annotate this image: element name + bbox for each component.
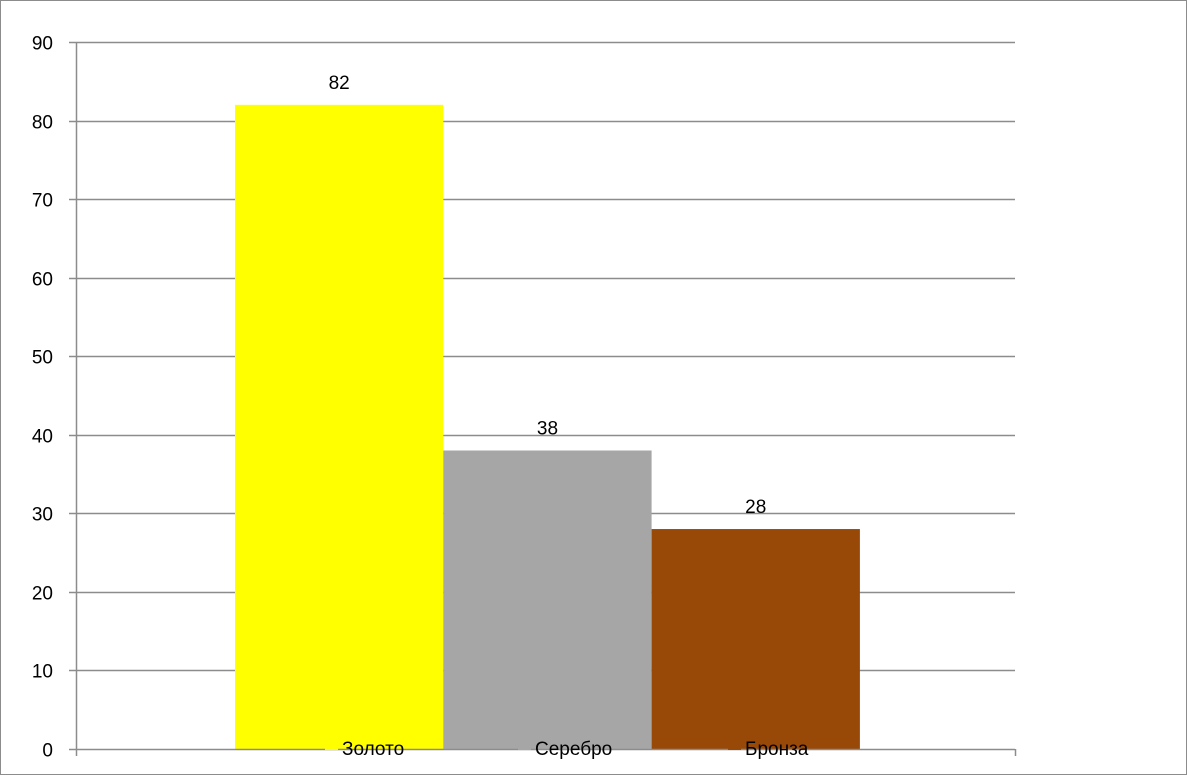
legend-swatch xyxy=(325,737,338,750)
legend-label: Бронза xyxy=(745,739,809,760)
bar-1 xyxy=(235,104,444,750)
legend-label: Серебро xyxy=(535,739,612,760)
y-tick-label: 20 xyxy=(32,584,53,605)
bar-2 xyxy=(443,450,652,749)
data-label: 38 xyxy=(537,418,558,439)
y-tick-label: 0 xyxy=(42,741,53,762)
bars xyxy=(235,104,860,750)
legend-item: Золото xyxy=(325,737,404,760)
gridlines xyxy=(76,41,1015,672)
legend-label: Золото xyxy=(342,739,404,760)
y-tick-label: 50 xyxy=(32,348,53,369)
y-tick-label: 40 xyxy=(32,427,53,448)
y-tick-label: 10 xyxy=(32,662,53,683)
legend-item: Бронза xyxy=(728,737,809,760)
data-labels: 82 38 28 xyxy=(329,73,767,518)
y-tick-label: 60 xyxy=(32,270,53,291)
data-label: 82 xyxy=(329,73,350,94)
y-tick-label: 70 xyxy=(32,191,53,212)
y-tick-labels: 0 10 20 30 40 50 60 70 80 90 xyxy=(32,34,53,762)
legend-swatch xyxy=(518,737,531,750)
y-tick-label: 30 xyxy=(32,505,53,526)
legend-swatch xyxy=(728,737,741,750)
legend: Золото Серебро Бронза xyxy=(325,737,809,760)
y-tick-label: 80 xyxy=(32,113,53,134)
bar-3 xyxy=(651,529,860,749)
legend-item: Серебро xyxy=(518,737,612,760)
data-label: 28 xyxy=(745,497,766,518)
y-tick-label: 90 xyxy=(32,34,53,55)
axes xyxy=(69,41,1017,756)
